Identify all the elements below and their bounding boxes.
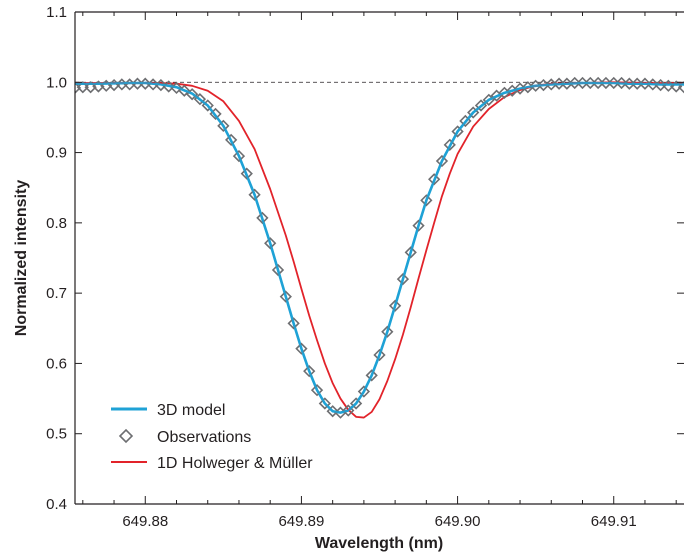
- y-tick-label: 0.8: [46, 215, 67, 232]
- x-axis-title: Wavelength (nm): [315, 535, 443, 552]
- observation-marker: [420, 194, 433, 207]
- observation-marker: [240, 167, 253, 180]
- observation-marker: [591, 76, 605, 90]
- y-tick-label: 0.5: [46, 426, 67, 443]
- observation-marker: [388, 299, 402, 312]
- observation-marker: [256, 211, 269, 225]
- legend-label-3d-model: 3D model: [157, 402, 225, 419]
- y-axis-title: Normalized intensity: [13, 180, 30, 337]
- legend-label-holweger: 1D Holweger & Müller: [157, 455, 313, 472]
- observation-marker: [326, 405, 339, 418]
- observation-marker: [310, 384, 324, 397]
- observation-marker: [631, 77, 644, 90]
- y-tick-label: 0.7: [46, 285, 67, 302]
- series-line-3d-model-overlay: [75, 81, 684, 414]
- observation-marker: [404, 246, 417, 259]
- observation-marker: [607, 76, 620, 90]
- observation-marker: [248, 188, 261, 201]
- observation-marker: [318, 397, 331, 410]
- observation-marker: [599, 76, 613, 90]
- y-tick-label: 0.6: [46, 355, 67, 372]
- observation-marker: [279, 290, 292, 303]
- observation-marker: [677, 81, 684, 94]
- observation-marker: [638, 77, 652, 90]
- observation-marker: [615, 76, 628, 90]
- legend-swatch-observations: [118, 428, 134, 444]
- y-tick-label: 0.4: [46, 496, 67, 513]
- observation-marker: [365, 369, 378, 382]
- observation-marker: [396, 272, 410, 286]
- observation-marker: [357, 385, 371, 398]
- observation-marker: [623, 77, 636, 90]
- observation-marker: [264, 237, 277, 250]
- observation-marker: [225, 133, 238, 147]
- x-tick-label: 649.88: [122, 513, 168, 530]
- x-tick-label: 649.90: [435, 513, 481, 530]
- observation-marker: [646, 78, 659, 91]
- observation-marker: [428, 173, 441, 186]
- observation-marker: [443, 138, 456, 151]
- observation-marker: [373, 348, 386, 362]
- observation-marker: [295, 342, 308, 355]
- series-line-2: [75, 81, 684, 419]
- observation-marker: [552, 77, 566, 90]
- observation-marker: [412, 219, 425, 232]
- observation-marker: [381, 325, 394, 338]
- observation-marker: [76, 81, 89, 94]
- observation-marker: [349, 397, 363, 410]
- observation-marker: [568, 76, 581, 90]
- observation-marker: [303, 365, 316, 378]
- legend: 3D model Observations 1D Holweger & Müll…: [111, 402, 313, 472]
- observation-marker: [271, 263, 285, 277]
- y-tick-label: 1.0: [46, 74, 67, 91]
- observation-marker: [287, 317, 300, 330]
- observation-marker: [435, 154, 449, 168]
- y-tick-label: 1.1: [46, 4, 67, 21]
- observation-marker: [451, 125, 464, 138]
- y-tick-label: 0.9: [46, 145, 67, 162]
- observation-marker: [584, 76, 597, 90]
- observation-marker: [232, 149, 246, 163]
- x-tick-label: 649.91: [591, 513, 637, 530]
- x-tick-label: 649.89: [278, 513, 324, 530]
- series-line-0: [75, 81, 684, 414]
- legend-label-observations: Observations: [157, 429, 251, 446]
- observation-marker: [217, 119, 230, 132]
- observation-marker: [576, 76, 589, 90]
